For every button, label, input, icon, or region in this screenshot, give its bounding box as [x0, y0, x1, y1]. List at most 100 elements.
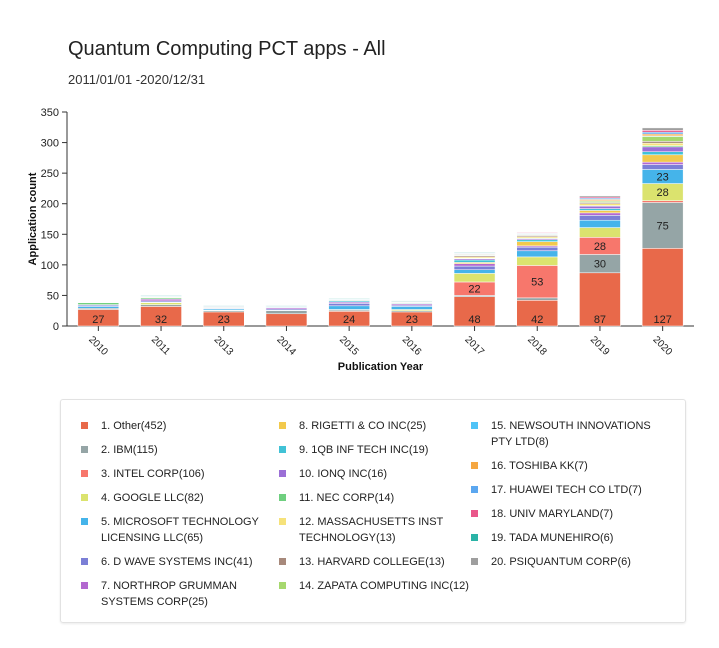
legend-label: 8. RIGETTI & CO INC(25)	[299, 420, 427, 432]
legend-item[interactable]: 19. TADA MUNEHIRO(6)	[471, 530, 661, 546]
bar-segment	[641, 151, 684, 156]
chart-subtitle: 2011/01/01 -2020/12/31	[68, 72, 206, 87]
legend-item[interactable]: 12. MASSACHUSETTS INST TECHNOLOGY(13)	[279, 514, 469, 546]
legend-swatch	[471, 422, 478, 429]
legend-swatch	[279, 470, 286, 477]
bar-segment	[203, 304, 245, 307]
legend-column-3: 15. NEWSOUTH INNOVATIONS PTY LTD(8) 16. T…	[471, 418, 661, 578]
bar-segment	[641, 131, 684, 135]
bar-segment	[516, 246, 558, 252]
legend-swatch	[471, 462, 478, 469]
bar-data-label: 32	[155, 314, 167, 326]
legend-swatch	[471, 486, 478, 493]
bar-data-label: 48	[468, 314, 480, 326]
bar-segment	[641, 136, 684, 142]
bar-data-label: 27	[92, 314, 104, 326]
bar-segment	[579, 219, 621, 228]
bar-segment	[579, 227, 621, 238]
legend-item[interactable]: 20. PSIQUANTUM CORP(6)	[471, 554, 661, 570]
legend-item[interactable]: 6. D WAVE SYSTEMS INC(41)	[81, 554, 271, 570]
bar-data-label: 53	[531, 277, 543, 289]
legend-item[interactable]: 18. UNIV MARYLAND(7)	[471, 506, 661, 522]
bar-segment	[641, 127, 684, 131]
legend-swatch	[279, 446, 286, 453]
bar-segment	[641, 154, 684, 163]
stacked-bar-chart: 0 50 100 150 200 250 300 350 27 2010 32 2011 23 2013 2…	[27, 107, 694, 373]
bar-segment	[391, 300, 433, 302]
legend-swatch	[81, 446, 88, 453]
x-axis-title: Publication Year	[338, 361, 424, 373]
bar-segment	[516, 241, 558, 247]
bar-segment	[453, 265, 496, 270]
legend-item[interactable]: 16. TOSHIBA KK(7)	[471, 458, 661, 474]
y-tick-label: 250	[41, 168, 59, 180]
legend-label: 3. INTEL CORP(106)	[101, 468, 205, 480]
bar-segment	[579, 212, 621, 216]
bar-segment	[641, 202, 684, 249]
legend-item[interactable]: 14. ZAPATA COMPUTING INC(12)	[279, 578, 469, 594]
legend-item[interactable]: 15. NEWSOUTH INNOVATIONS PTY LTD(8)	[471, 418, 661, 450]
x-tick-label: 2013	[212, 334, 236, 358]
legend-item[interactable]: 4. GOOGLE LLC(82)	[81, 490, 271, 506]
chart-legend: 1. Other(452) 2. IBM(115) 3. INTEL CORP(10…	[60, 399, 686, 623]
chart-title: Quantum Computing PCT apps - All	[68, 38, 386, 60]
legend-item[interactable]: 8. RIGETTI & CO INC(25)	[279, 418, 469, 434]
legend-item[interactable]: 13. HARVARD COLLEGE(13)	[279, 554, 469, 570]
legend-item[interactable]: 2. IBM(115)	[81, 442, 271, 458]
legend-label: 15. NEWSOUTH INNOVATIONS PTY LTD(8)	[491, 420, 651, 448]
legend-swatch	[279, 518, 286, 525]
bar-data-label: 28	[657, 187, 669, 199]
bar-segment	[641, 164, 684, 170]
legend-item[interactable]: 11. NEC CORP(14)	[279, 490, 469, 506]
legend-label: 19. TADA MUNEHIRO(6)	[491, 532, 614, 544]
legend-item[interactable]: 17. HUAWEI TECH CO LTD(7)	[471, 482, 661, 498]
bar-data-label: 28	[594, 241, 606, 253]
legend-label: 4. GOOGLE LLC(82)	[101, 492, 204, 504]
legend-item[interactable]: 7. NORTHROP GRUMMAN SYSTEMS CORP(25)	[81, 578, 271, 610]
legend-label: 1. Other(452)	[101, 420, 167, 432]
bar-segment	[579, 215, 621, 221]
legend-swatch	[81, 494, 88, 501]
x-tick-label: 2019	[588, 334, 612, 358]
bar-segment	[516, 300, 558, 327]
bar-segment	[265, 313, 308, 327]
bar-segment	[77, 302, 120, 305]
legend-item[interactable]: 10. IONQ INC(16)	[279, 466, 469, 482]
legend-item[interactable]: 1. Other(452)	[81, 418, 271, 434]
legend-item[interactable]: 5. MICROSOFT TECHNOLOGY LICENSING LLC(65…	[81, 514, 271, 546]
x-tick-label: 2010	[86, 334, 110, 358]
bar-segment	[140, 302, 182, 305]
bar-segment	[516, 239, 558, 242]
bar-segment	[641, 248, 684, 327]
legend-label: 20. PSIQUANTUM CORP(6)	[491, 556, 631, 568]
x-tick-label: 2017	[462, 334, 486, 358]
bar-segment	[77, 306, 120, 309]
bar-segment	[516, 250, 558, 258]
bar-segment	[453, 259, 496, 263]
bar-segment	[328, 298, 370, 300]
legend-item[interactable]: 9. 1QB INF TECH INC(19)	[279, 442, 469, 458]
legend-swatch	[81, 558, 88, 565]
legend-label: 6. D WAVE SYSTEMS INC(41)	[101, 556, 253, 568]
legend-label: 13. HARVARD COLLEGE(13)	[299, 556, 445, 568]
x-tick-label: 2014	[274, 334, 298, 358]
bar-segment	[641, 161, 684, 165]
legend-swatch	[279, 582, 286, 589]
bar-segment	[579, 272, 621, 327]
bar-segment	[328, 305, 370, 310]
bar-segment	[453, 263, 496, 267]
legend-item[interactable]: 3. INTEL CORP(106)	[81, 466, 271, 482]
bar-data-label: 42	[531, 314, 543, 326]
bar-segment	[453, 269, 496, 274]
bar-segment	[391, 306, 433, 310]
legend-label: 16. TOSHIBA KK(7)	[491, 460, 588, 472]
y-tick-label: 100	[41, 260, 59, 272]
legend-label: 11. NEC CORP(14)	[299, 492, 395, 504]
legend-swatch	[471, 510, 478, 517]
bar-data-label: 23	[406, 314, 418, 326]
bar-segment	[516, 256, 558, 266]
legend-column-2: 8. RIGETTI & CO INC(25) 9. 1QB INF TECH I…	[279, 418, 469, 602]
bar-data-label: 127	[653, 314, 671, 326]
bar-data-label: 23	[657, 172, 669, 184]
bar-segment	[641, 141, 684, 144]
